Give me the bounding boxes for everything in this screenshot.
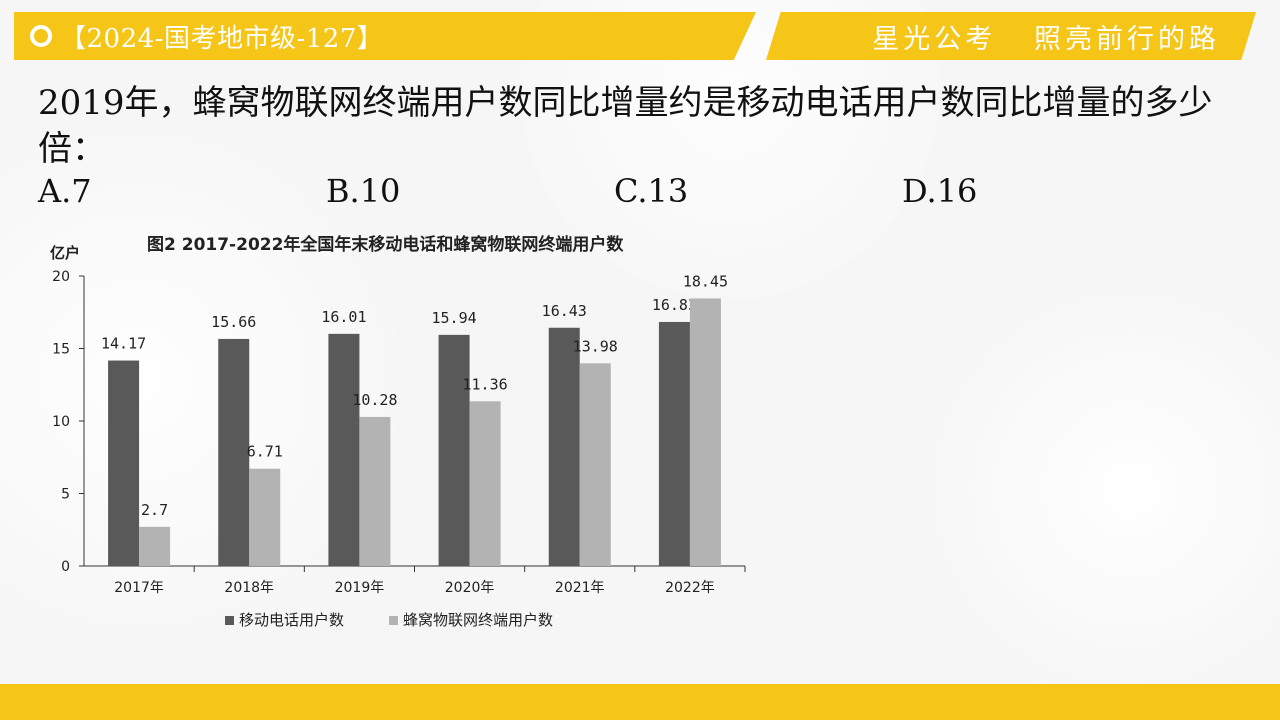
footer-bar [0, 684, 1280, 720]
bar [548, 327, 580, 566]
x-tick-label: 2017年 [114, 580, 164, 596]
data-label: 16.83 [652, 296, 697, 314]
slogan-banner: 星光公考 照亮前行的路 [766, 12, 1256, 60]
bar-chart: 0 5 10 15 20 2017年 14.17 2.7 2018年 15.66 6.71 2019年… [52, 269, 746, 629]
question-source-title: 【2024-国考地市级-127】 [60, 23, 384, 54]
chart-title: 图2 2017-2022年全国年末移动电话和蜂窝物联网终端用户数 [147, 235, 624, 255]
bar [108, 360, 140, 566]
bar [658, 321, 690, 566]
circle-icon [30, 25, 52, 47]
bar [579, 363, 611, 566]
x-tick-label: 2022年 [665, 580, 715, 596]
option-a[interactable]: A.7 [38, 172, 92, 210]
data-label: 16.43 [542, 302, 587, 320]
x-tick-label: 2019年 [335, 580, 385, 596]
question-text: 2019年，蜂窝物联网终端用户数同比增量约是移动电话用户数同比增量的多少倍： [38, 83, 1213, 169]
bar [139, 526, 171, 566]
y-tick-label: 15 [52, 342, 70, 358]
data-label: 2.7 [141, 501, 168, 519]
data-label: 16.01 [321, 308, 366, 326]
data-label: 14.17 [101, 335, 146, 353]
x-tick-label: 2021年 [555, 580, 605, 596]
data-label: 18.45 [683, 272, 728, 290]
legend-swatch [225, 616, 234, 625]
data-label: 15.66 [211, 313, 256, 331]
bar [469, 401, 501, 566]
y-axis-unit: 亿户 [50, 244, 81, 262]
data-label: 15.94 [432, 309, 477, 327]
option-b[interactable]: B.10 [326, 172, 401, 210]
bar [359, 416, 391, 566]
bar [438, 334, 470, 566]
slogan-text: 星光公考 照亮前行的路 [872, 23, 1220, 55]
x-tick-label: 2018年 [224, 580, 274, 596]
legend-swatch [389, 616, 398, 625]
x-tick-label: 2020年 [445, 580, 495, 596]
y-tick-label: 20 [52, 269, 70, 285]
option-c[interactable]: C.13 [614, 172, 689, 210]
legend-label: 移动电话用户数 [239, 611, 344, 629]
data-label: 10.28 [352, 391, 397, 409]
bar [689, 298, 721, 566]
y-tick-label: 10 [52, 414, 70, 430]
y-tick-label: 0 [61, 559, 70, 575]
bar [249, 468, 281, 566]
data-label: 13.98 [573, 337, 618, 355]
data-label: 11.36 [463, 375, 508, 393]
data-label: 6.71 [247, 443, 283, 461]
bar [218, 338, 250, 566]
y-tick-label: 5 [61, 487, 70, 503]
header-banner: 【2024-国考地市级-127】 [14, 12, 756, 60]
legend-label: 蜂窝物联网终端用户数 [403, 611, 553, 629]
option-d[interactable]: D.16 [902, 172, 978, 210]
bar [328, 333, 360, 566]
